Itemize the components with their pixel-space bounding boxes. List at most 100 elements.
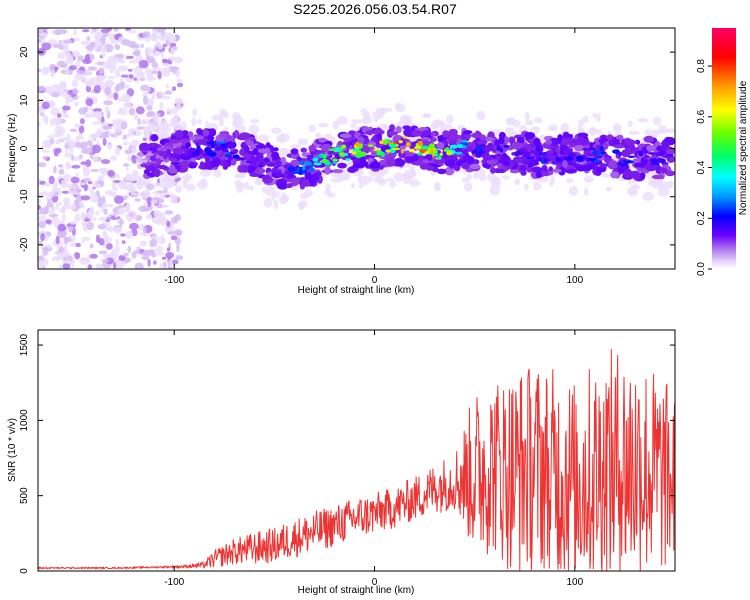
- ridge-core: [612, 149, 620, 155]
- ridge-halo: [656, 177, 662, 187]
- noise-speckle: [123, 252, 130, 257]
- ridge-halo: [219, 109, 227, 115]
- noise-speckle: [71, 154, 75, 161]
- ridge-core: [277, 171, 282, 177]
- noise-speckle: [176, 82, 184, 88]
- ridge-body: [535, 171, 543, 179]
- ridge-halo: [248, 185, 255, 191]
- ridge-core: [647, 160, 652, 166]
- noise-speckle: [85, 44, 94, 51]
- noise-speckle: [49, 63, 55, 71]
- noise-speckle: [175, 70, 180, 78]
- noise-speckle: [80, 141, 88, 150]
- ridge-core: [208, 151, 217, 157]
- ridge-core: [308, 167, 315, 173]
- noise-speckle: [70, 203, 77, 210]
- ridge-core: [627, 155, 636, 158]
- noise-speckle: [162, 28, 167, 31]
- noise-speckle: [171, 86, 177, 92]
- noise-speckle: [155, 245, 164, 253]
- ridge-halo: [402, 175, 412, 185]
- ridge-halo: [358, 175, 370, 186]
- ridge-halo: [160, 180, 172, 190]
- ridge-halo: [276, 134, 287, 144]
- ridge-core: [301, 171, 307, 175]
- ridge-halo: [479, 174, 487, 182]
- ridge-body: [369, 161, 381, 169]
- noise-speckle: [68, 65, 77, 71]
- noise-speckle: [142, 95, 148, 105]
- ridge-halo: [332, 120, 340, 130]
- noise-speckle: [119, 78, 124, 83]
- noise-speckle: [85, 211, 95, 219]
- noise-speckle: [55, 235, 60, 245]
- noise-speckle: [79, 182, 87, 186]
- noise-speckle: [120, 74, 129, 78]
- noise-speckle: [75, 136, 85, 140]
- ridge-core: [643, 159, 649, 164]
- ridge-body: [651, 174, 664, 180]
- ridge-core: [216, 141, 221, 145]
- ridge-core: [237, 157, 246, 161]
- ridge-body: [531, 166, 542, 173]
- ridge-body: [552, 168, 562, 173]
- noise-speckle: [159, 262, 163, 269]
- ridge-body: [168, 139, 181, 144]
- ridge-core: [587, 147, 596, 151]
- ridge-halo: [258, 134, 269, 142]
- noise-speckle: [170, 47, 175, 56]
- noise-speckle: [157, 237, 166, 245]
- ridge-halo: [163, 124, 171, 133]
- noise-speckle: [115, 82, 125, 91]
- noise-speckle: [72, 156, 81, 161]
- noise-speckle: [172, 259, 179, 265]
- ridge-body: [666, 137, 675, 146]
- ridge-halo: [278, 195, 288, 205]
- ridge-core: [532, 159, 541, 162]
- ridge-body: [207, 135, 215, 141]
- noise-speckle: [111, 248, 116, 257]
- noise-speckle: [87, 66, 98, 71]
- ridge-halo: [550, 175, 555, 185]
- ridge-core: [480, 143, 486, 148]
- noise-speckle: [140, 43, 144, 48]
- ridge-core: [286, 171, 294, 174]
- ridge-core: [437, 155, 442, 160]
- noise-speckle: [152, 48, 156, 54]
- heatmap-y-tick-label: -10: [19, 189, 30, 204]
- noise-speckle: [69, 243, 76, 247]
- ridge-halo: [501, 175, 511, 180]
- ridge-body: [608, 160, 619, 169]
- ridge-halo: [273, 199, 279, 210]
- ridge-core: [297, 167, 301, 172]
- ridge-halo: [653, 128, 665, 135]
- noise-speckle: [69, 148, 74, 155]
- noise-speckle: [87, 255, 91, 264]
- noise-speckle: [41, 101, 50, 110]
- noise-speckle: [55, 202, 60, 210]
- ridge-body: [280, 156, 287, 166]
- noise-speckle: [117, 207, 126, 215]
- noise-speckle: [113, 226, 122, 234]
- noise-speckle: [98, 67, 105, 75]
- ridge-halo: [180, 121, 187, 132]
- noise-speckle: [143, 251, 153, 257]
- noise-speckle: [144, 129, 148, 139]
- ridge-core: [163, 151, 172, 157]
- ridge-halo: [661, 125, 668, 134]
- ridge-body: [476, 139, 488, 145]
- snr-y-tick-label: 500: [19, 487, 30, 504]
- noise-speckle: [146, 105, 153, 111]
- ridge-body: [285, 183, 293, 189]
- noise-speckle: [132, 130, 137, 136]
- ridge-body: [526, 166, 533, 173]
- noise-speckle: [122, 134, 128, 140]
- ridge-body: [246, 165, 256, 173]
- ridge-core: [247, 158, 254, 163]
- ridge-halo: [351, 182, 356, 189]
- noise-speckle: [89, 253, 98, 259]
- noise-speckle: [122, 195, 128, 200]
- noise-speckle: [96, 128, 103, 136]
- ridge-body: [150, 134, 159, 142]
- noise-speckle: [86, 35, 91, 42]
